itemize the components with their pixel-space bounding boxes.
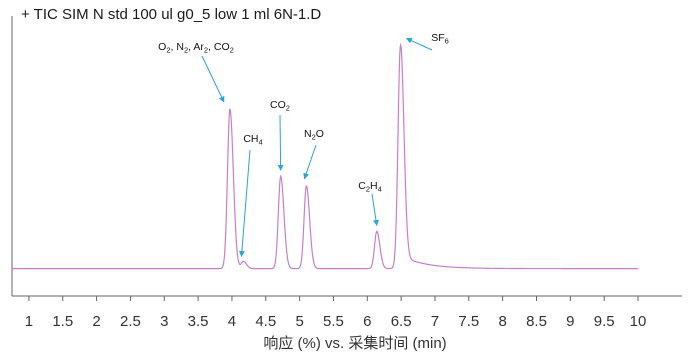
tic-trace	[12, 42, 639, 270]
peak-label-subscript: 2	[204, 46, 208, 55]
peak-arrow	[238, 149, 251, 257]
peak-arrow	[405, 37, 433, 51]
x-tick-label: 9.5	[594, 313, 615, 330]
peak-label-text: SF	[431, 32, 444, 44]
peak-label-text: CH	[243, 133, 258, 145]
peak-label-subscript: 2	[184, 46, 188, 55]
x-tick-label: 4	[228, 313, 236, 330]
peak-label-text: N	[304, 128, 312, 140]
x-ticks: 1 1.5 2 2.5 3 3.5 4 4.5 5 5.5 6 6.5 7 7.5 8 8.5 9 9.5 10	[25, 296, 647, 330]
peak-label-subscript: 6	[445, 37, 449, 46]
plot-area: 1 1.5 2 2.5 3 3.5 4 4.5 5 5.5 6 6.5 7 7.5 8 8.5 9 9.5 10 O…	[11, 16, 682, 330]
peak-label: SF6	[431, 32, 449, 46]
peak-arrow	[277, 114, 284, 171]
peak-arrow	[201, 55, 225, 103]
peak-label-subscript: 4	[259, 138, 263, 147]
x-tick-label: 2.5	[120, 313, 141, 330]
peak-label-text: C	[358, 180, 366, 192]
x-tick-label: 1.5	[52, 313, 73, 330]
x-tick-label: 6.5	[391, 313, 412, 330]
x-tick-label: 10	[630, 313, 647, 330]
x-tick-label: 7.5	[458, 313, 479, 330]
peak-label-text: , CO	[208, 41, 230, 53]
peak-label-text: H	[370, 180, 378, 192]
peak-label-subscript: 2	[312, 133, 316, 142]
peak-label-subscript: 2	[366, 185, 370, 194]
x-tick-label: 3	[160, 313, 168, 330]
peak-label-subscript: 2	[166, 46, 170, 55]
peak-label-text: , N	[171, 41, 184, 53]
x-tick-label: 8.5	[526, 313, 547, 330]
x-tick-label: 1	[25, 313, 33, 330]
x-tick-label: 4.5	[255, 313, 276, 330]
peak-label: CH4	[243, 133, 262, 147]
peak-label-subscript: 2	[230, 46, 234, 55]
x-tick-label: 9	[566, 313, 574, 330]
peak-arrow	[303, 144, 317, 180]
peak-label-text: CO	[270, 99, 286, 111]
peak-arrow	[371, 193, 379, 226]
peak-label: O2, N2, Ar2, CO2	[158, 41, 234, 55]
peak-label: CO2	[270, 99, 290, 113]
x-tick-label: 3.5	[188, 313, 209, 330]
chart-title: + TIC SIM N std 100 ul g0_5 low 1 ml 6N-…	[21, 6, 321, 23]
peak-label-subscript: 2	[286, 104, 290, 113]
peak-label-text: O	[158, 41, 166, 53]
peak-label: N2O	[304, 128, 324, 142]
peak-label-text: O	[316, 128, 324, 140]
x-tick-label: 2	[92, 313, 100, 330]
x-tick-label: 6	[363, 313, 371, 330]
x-axis-label: 响应 (%) vs. 采集时间 (min)	[263, 334, 446, 352]
x-tick-label: 5.5	[323, 313, 344, 330]
x-tick-label: 7	[431, 313, 439, 330]
x-tick-label: 5	[295, 313, 303, 330]
peak-label-text: , Ar	[188, 41, 204, 53]
peak-label-subscript: 4	[378, 185, 382, 194]
peak-label: C2H4	[358, 180, 382, 194]
x-tick-label: 8	[498, 313, 506, 330]
